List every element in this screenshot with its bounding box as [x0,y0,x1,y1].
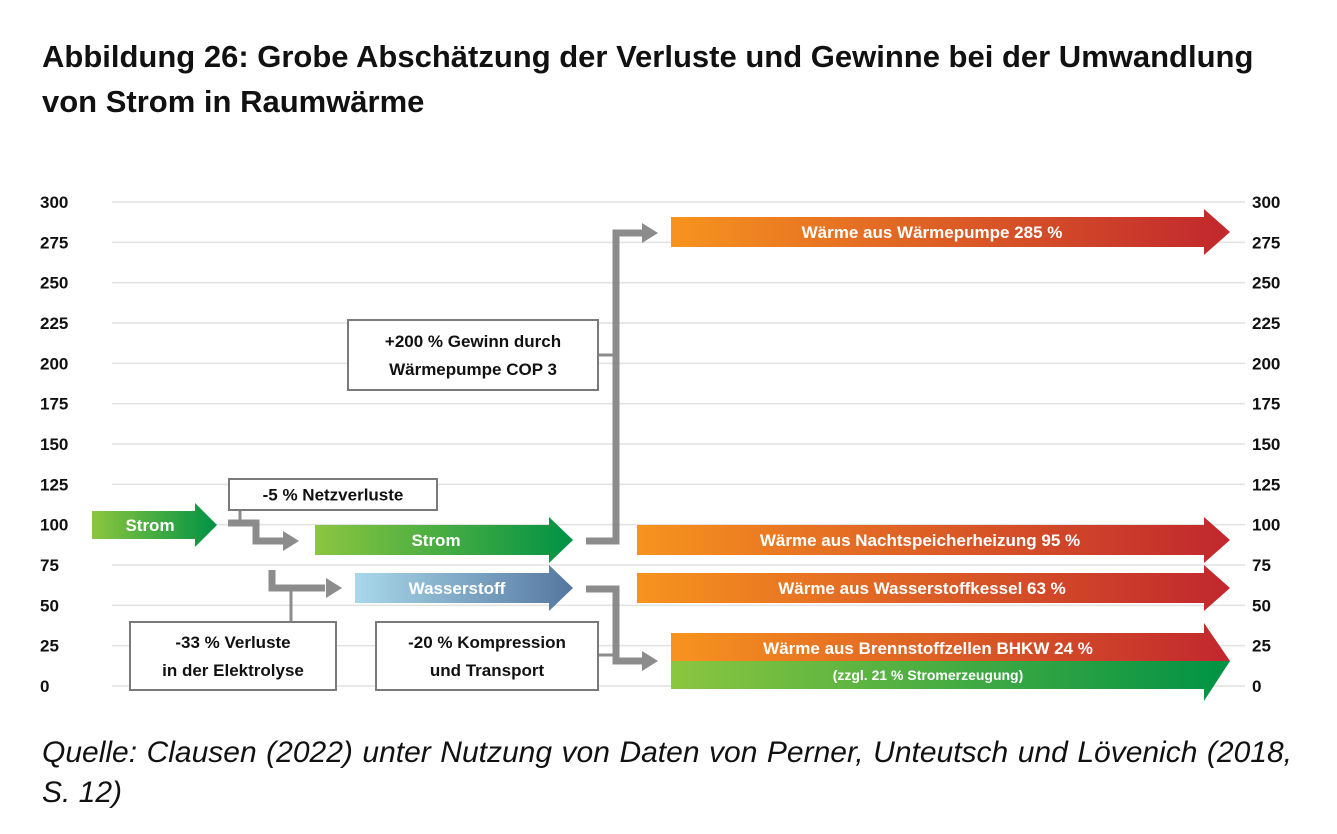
y-tick-label-left: 225 [40,314,68,333]
y-tick-label-left: 275 [40,233,68,252]
y-tick-label-right: 100 [1252,516,1280,535]
y-tick-label-right: 25 [1252,637,1271,656]
annotation-text-line: -5 % Netzverluste [263,486,404,505]
y-tick-label-right: 50 [1252,596,1271,615]
flow-label-strom-bhkw: (zzgl. 21 % Stromerzeugung) [833,667,1024,683]
y-tick-label-right: 125 [1252,475,1280,494]
annotation-frame [347,319,599,391]
y-tick-label-right: 300 [1252,193,1280,212]
y-tick-label-left: 100 [40,516,68,535]
annotation-text-line: in der Elektrolyse [162,661,304,680]
y-tick-label-left: 200 [40,354,68,373]
annotation-text-line: und Transport [430,661,545,680]
annotation-text-line: +200 % Gewinn durch [385,332,561,351]
y-tick-label-left: 300 [40,193,68,212]
connector-bhkw [586,585,642,665]
connector-netz-head [283,531,299,551]
flow-label-strom-net: Strom [411,531,460,550]
connector-elektrolyse-head [326,578,342,598]
y-tick-label-right: 225 [1252,314,1280,333]
y-tick-label-right: 250 [1252,274,1280,293]
y-tick-label-left: 25 [40,637,59,656]
annotation-text-line: -33 % Verluste [175,633,290,652]
flow-arrow-heat-bhkw [671,623,1230,661]
annotation-box-elektrolyse: -33 % Verluste in der Elektrolyse [129,621,337,691]
flow-label-heat-wasserstoffkessel: Wärme aus Wasserstoffkessel 63 % [778,579,1066,598]
connector-bhkw-head [642,651,658,671]
connector-netz [228,519,284,545]
flow-arrow-strom-input [92,503,217,547]
source-note: Quelle: Clausen (2022) unter Nutzung von… [42,736,1292,809]
annotation-text-line: -20 % Kompression [408,633,566,652]
y-tick-label-left: 50 [40,596,59,615]
flow-arrow-strom-net [315,517,573,563]
figure-title: Abbildung 26: Grobe Abschätzung der Verl… [42,34,1302,124]
y-tick-label-left: 175 [40,395,68,414]
annotation-frame [375,621,599,691]
connector-elektrolyse [268,570,325,592]
flow-label-strom-input: Strom [125,516,174,535]
flow-label-wasserstoff: Wasserstoff [409,579,506,598]
flow-arrow-heat-nachtspeicher [637,517,1230,563]
annotation-frame [129,621,337,691]
y-tick-label-left: 150 [40,435,68,454]
y-tick-label-right: 150 [1252,435,1280,454]
connector-waermepumpe [586,229,642,545]
y-tick-label-right: 175 [1252,395,1280,414]
annotation-box-waermepumpe-gewinn: +200 % Gewinn durch Wärmepumpe COP 3 [347,319,599,391]
flow-arrow-strom-bhkw [671,661,1230,701]
flow-label-heat-bhkw: Wärme aus Brennstoffzellen BHKW 24 % [763,639,1093,658]
y-tick-label-right: 275 [1252,233,1280,252]
annotation-frame [228,478,438,511]
y-tick-label-left: 0 [40,677,49,696]
y-tick-label-left: 250 [40,274,68,293]
connector-waermepumpe-head [642,223,658,243]
flow-label-heat-waermepumpe: Wärme aus Wärmepumpe 285 % [802,223,1063,242]
flow-arrow-wasserstoff [355,565,573,611]
flow-label-heat-nachtspeicher: Wärme aus Nachtspeicherheizung 95 % [760,531,1080,550]
y-tick-label-left: 125 [40,475,68,494]
title-line-1: Abbildung 26: Grobe Abschätzung der Verl… [42,39,1254,74]
title-line-2: von Strom in Raumwärme [42,84,425,119]
flow-arrow-heat-wasserstoffkessel [637,565,1230,611]
y-tick-label-right: 0 [1252,677,1261,696]
annotation-box-netzverluste: -5 % Netzverluste [228,478,438,511]
annotation-text-line: Wärmepumpe COP 3 [389,360,557,379]
y-tick-label-right: 75 [1252,556,1271,575]
y-tick-label-right: 200 [1252,354,1280,373]
flow-arrow-heat-waermepumpe [671,209,1230,255]
annotation-box-kompression: -20 % Kompression und Transport [375,621,599,691]
y-tick-label-left: 75 [40,556,59,575]
